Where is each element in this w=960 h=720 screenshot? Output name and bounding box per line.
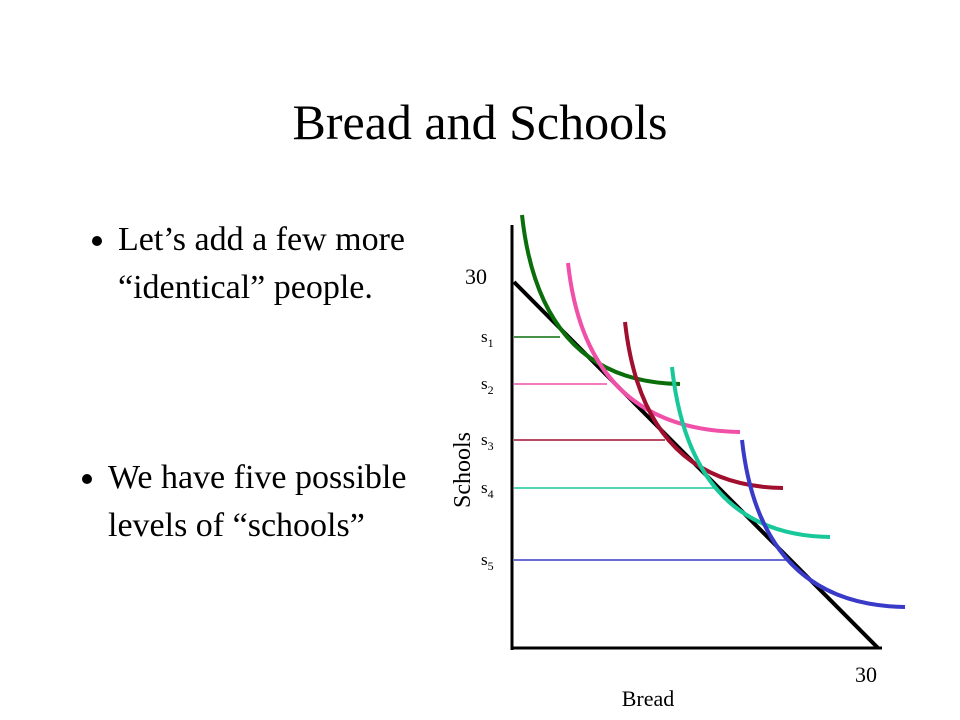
curve — [740, 439, 906, 609]
y-max-label: 30 — [465, 264, 487, 289]
bullet: Let’s add a few more “identical” people. — [118, 216, 406, 312]
level-label: s4 — [481, 478, 494, 501]
curve — [520, 214, 681, 386]
level-sub: 4 — [488, 487, 494, 501]
level-label: s2 — [481, 374, 494, 397]
curve — [566, 262, 741, 434]
level-base: s — [481, 374, 488, 393]
level-base: s — [481, 550, 488, 569]
level-sub: 5 — [488, 559, 494, 573]
level-sub: 1 — [488, 336, 494, 350]
x-max-label: 30 — [855, 662, 877, 687]
y-axis-label: Schools — [450, 432, 476, 508]
slide-title: Bread and Schools — [292, 94, 668, 150]
level-base: s — [481, 327, 488, 346]
level-sub: 3 — [488, 439, 494, 453]
curve — [670, 366, 831, 539]
bullet-list: We have five possible levels of “schools… — [76, 454, 436, 550]
level-label: s3 — [481, 430, 494, 453]
x-axis-label: Bread — [622, 686, 675, 711]
indifference-curves — [520, 214, 906, 609]
bullet: We have five possible levels of “schools… — [108, 454, 436, 550]
level-base: s — [481, 478, 488, 497]
level-label: s5 — [481, 550, 494, 573]
curve — [623, 321, 784, 490]
bullet-list: Let’s add a few more “identical” people. — [86, 216, 406, 312]
level-label: s1 — [481, 327, 494, 350]
level-sub: 2 — [488, 383, 494, 397]
level-base: s — [481, 430, 488, 449]
